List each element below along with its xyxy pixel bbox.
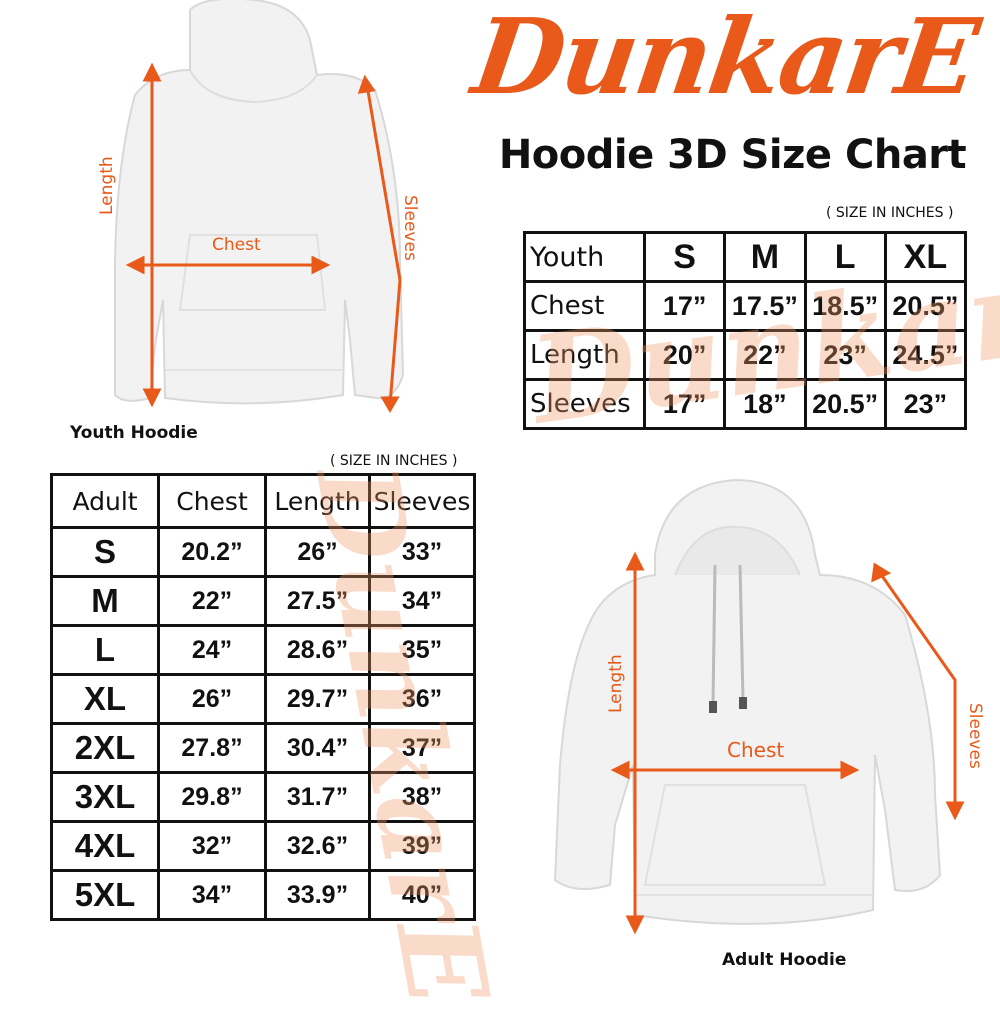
table-row: M 22” 27.5” 34” (50, 575, 476, 627)
header-cell: XL (883, 231, 968, 283)
cell: 22” (157, 575, 267, 627)
cell: 23” (883, 378, 968, 430)
page-title: Hoodie 3D Size Chart (498, 132, 967, 178)
youth-hoodie-image (114, 0, 405, 413)
table-row: Chest 17” 17.5” 18.5” 20.5” (523, 280, 968, 332)
table-row: 5XL 34” 33.9” 40” (50, 869, 476, 921)
cell: 31.7” (264, 771, 371, 823)
header-cell: L (803, 231, 887, 283)
table-row: S 20.2” 26” 33” (50, 526, 476, 578)
cell: 36” (368, 673, 476, 725)
cell: 33.9” (264, 869, 371, 921)
cell: 27.5” (264, 575, 371, 627)
table-row: XL 26” 29.7” 36” (50, 673, 476, 725)
row-label: 2XL (50, 722, 160, 774)
row-label: S (50, 526, 160, 578)
cell: 32.6” (264, 820, 371, 872)
header-cell: M (723, 231, 807, 283)
cell: 38” (368, 771, 476, 823)
header-cell: Sleeves (368, 473, 476, 529)
header-cell: Chest (157, 473, 267, 529)
header-cell: Adult (50, 473, 160, 529)
cell: 20.2” (157, 526, 267, 578)
cell: 20.5” (803, 378, 887, 430)
cell: 32” (157, 820, 267, 872)
cell: 18” (723, 378, 807, 430)
youth-size-table: Youth S M L XL Chest 17” 17.5” 18.5” 20.… (523, 231, 968, 430)
adult-sleeves-arrow (871, 562, 965, 821)
youth-chest-label: Chest (212, 235, 261, 255)
header-cell: Length (264, 473, 371, 529)
row-label: Sleeves (523, 378, 646, 430)
youth-unit-note: ( SIZE IN INCHES ) (826, 205, 954, 221)
cell: 24.5” (883, 329, 968, 381)
cell: 17.5” (723, 280, 807, 332)
brand-logo: DunkarE (465, 0, 985, 118)
adult-length-arrow (625, 551, 645, 935)
cell: 34” (157, 869, 267, 921)
table-row: Sleeves 17” 18” 20.5” 23” (523, 378, 968, 430)
cell: 17” (642, 280, 727, 332)
table-row: 2XL 27.8” 30.4” 37” (50, 722, 476, 774)
cell: 40” (368, 869, 476, 921)
youth-length-arrow (142, 62, 162, 408)
cell: 29.7” (264, 673, 371, 725)
row-label: XL (50, 673, 160, 725)
row-label: 4XL (50, 820, 160, 872)
cell: 30.4” (264, 722, 371, 774)
youth-length-label: Length (97, 156, 117, 215)
cell: 33” (368, 526, 476, 578)
cell: 26” (157, 673, 267, 725)
youth-chest-arrow (125, 255, 331, 275)
cell: 20.5” (883, 280, 968, 332)
cell: 17” (642, 378, 727, 430)
adult-sleeves-label: Sleeves (965, 703, 985, 769)
cell: 29.8” (157, 771, 267, 823)
row-label: L (50, 624, 160, 676)
adult-chest-arrow (610, 760, 860, 780)
cell: 20” (642, 329, 727, 381)
header-cell: S (642, 231, 727, 283)
cell: 27.8” (157, 722, 267, 774)
cell: 18.5” (803, 280, 887, 332)
cell: 37” (368, 722, 476, 774)
cell: 26” (264, 526, 371, 578)
cell: 24” (157, 624, 267, 676)
table-row: L 24” 28.6” 35” (50, 624, 476, 676)
adult-unit-note: ( SIZE IN INCHES ) (330, 453, 458, 469)
table-row: 3XL 29.8” 31.7” 38” (50, 771, 476, 823)
table-header-row: Adult Chest Length Sleeves (50, 473, 476, 529)
row-label: 3XL (50, 771, 160, 823)
cell: 23” (803, 329, 887, 381)
table-row: 4XL 32” 32.6” 39” (50, 820, 476, 872)
table-row: Length 20” 22” 23” 24.5” (523, 329, 968, 381)
row-label: 5XL (50, 869, 160, 921)
header-cell: Youth (523, 231, 646, 283)
table-header-row: Youth S M L XL (523, 231, 968, 283)
adult-hoodie-image (553, 478, 965, 935)
youth-sleeves-label: Sleeves (400, 195, 420, 261)
cell: 39” (368, 820, 476, 872)
adult-caption: Adult Hoodie (722, 950, 847, 970)
adult-chest-label: Chest (727, 738, 785, 762)
row-label: Length (523, 329, 646, 381)
cell: 34” (368, 575, 476, 627)
youth-caption: Youth Hoodie (70, 423, 198, 443)
row-label: Chest (523, 280, 646, 332)
cell: 22” (723, 329, 807, 381)
adult-length-label: Length (606, 654, 626, 713)
youth-sleeves-arrow (357, 74, 402, 413)
row-label: M (50, 575, 160, 627)
cell: 35” (368, 624, 476, 676)
cell: 28.6” (264, 624, 371, 676)
adult-size-table: Adult Chest Length Sleeves S 20.2” 26” 33” M… (50, 473, 476, 921)
